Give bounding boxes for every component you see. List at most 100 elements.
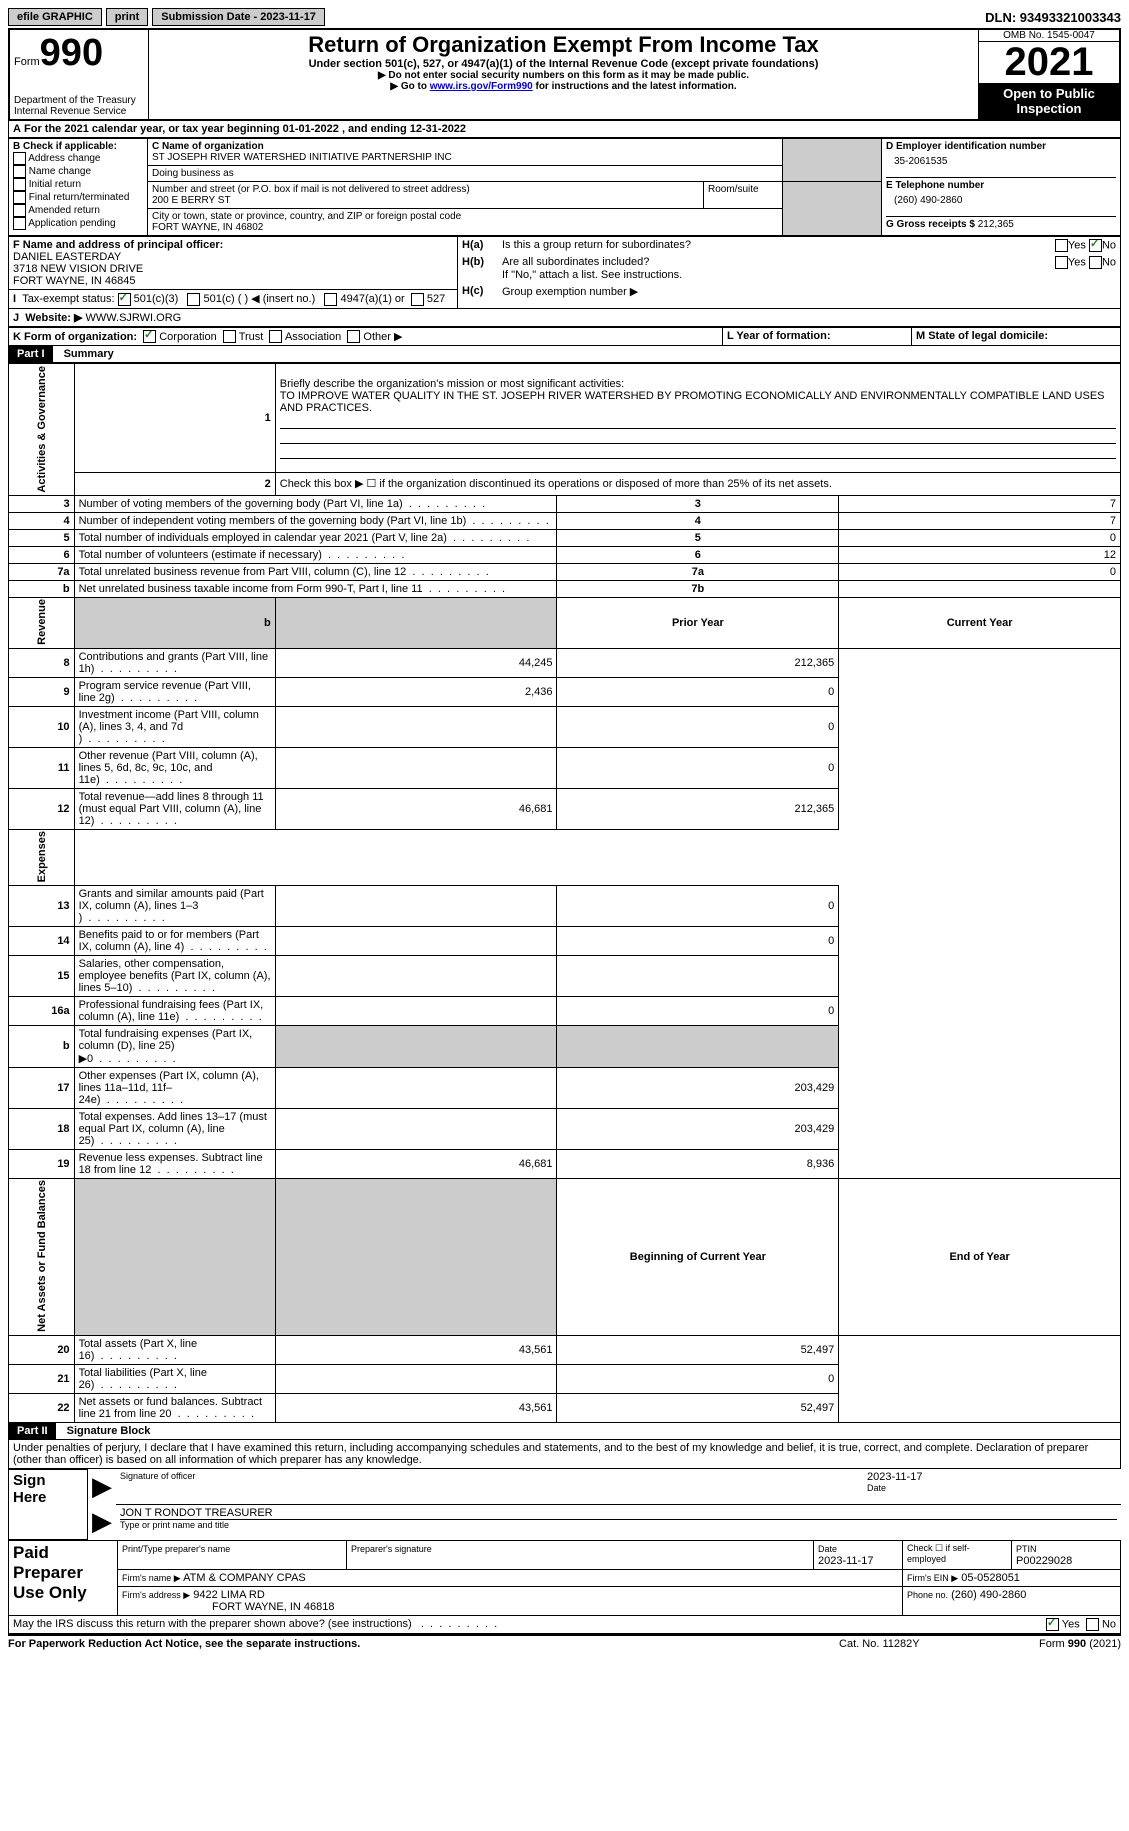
summary-row: 9Program service revenue (Part VIII, lin… [9, 677, 1121, 706]
firm-name: ATM & COMPANY CPAS [183, 1572, 306, 1584]
hb-label: Are all subordinates included? [502, 256, 1055, 269]
m-label: M State of legal domicile: [916, 330, 1048, 342]
summary-row: bNet unrelated business taxable income f… [9, 580, 1121, 597]
room-label: Room/suite [704, 182, 783, 209]
paid-preparer: Paid Preparer Use Only [9, 1540, 118, 1615]
part2-header: Part II [9, 1423, 56, 1439]
dept-label: Department of the Treasury [14, 95, 144, 106]
print-button[interactable]: print [106, 8, 148, 26]
city-label: City or town, state or province, country… [152, 211, 461, 222]
b-item: Application pending [13, 217, 143, 230]
cat-no: Cat. No. 11282Y [839, 1638, 1039, 1650]
irs-link[interactable]: www.irs.gov/Form990 [430, 81, 533, 92]
summary-row: 11Other revenue (Part VIII, column (A), … [9, 747, 1121, 788]
officer-printed: JON T RONDOT TREASURER [120, 1507, 1117, 1520]
prep-phone: (260) 490-2860 [951, 1589, 1026, 1601]
d-label: D Employer identification number [886, 141, 1046, 152]
line1-text: TO IMPROVE WATER QUALITY IN THE ST. JOSE… [280, 390, 1105, 414]
ha-yes[interactable] [1055, 239, 1068, 252]
top-bar: efile GRAPHIC print Submission Date - 20… [8, 8, 1121, 26]
j-label: Website: ▶ [25, 312, 82, 324]
section-abc: B Check if applicable: Address change Na… [8, 138, 1121, 236]
firm-addr: 9422 LIMA RD [193, 1589, 265, 1601]
phone: (260) 490-2860 [886, 191, 1116, 216]
ha-no[interactable] [1089, 239, 1102, 252]
col-current: Current Year [947, 617, 1013, 629]
summary-row: 17Other expenses (Part IX, column (A), l… [9, 1067, 1121, 1108]
hc-label: Group exemption number ▶ [502, 285, 638, 298]
summary-row: bTotal fundraising expenses (Part IX, co… [9, 1025, 1121, 1067]
section-klm: K Form of organization: Corporation Trus… [8, 327, 1121, 347]
org-name: ST JOSEPH RIVER WATERSHED INITIATIVE PAR… [152, 152, 452, 163]
ptin: P00229028 [1016, 1555, 1072, 1567]
form-number: Form990 [14, 32, 144, 75]
summary-row: 13Grants and similar amounts paid (Part … [9, 885, 1121, 926]
col-end: End of Year [949, 1251, 1009, 1263]
discuss-no[interactable] [1086, 1618, 1099, 1631]
form-title: Return of Organization Exempt From Incom… [153, 32, 974, 58]
check-self: Check ☐ if self-employed [903, 1540, 1012, 1569]
b-item: Address change [13, 152, 143, 165]
summary-row: 20Total assets (Part X, line 16)43,56152… [9, 1335, 1121, 1364]
prep-sig-label: Preparer's signature [351, 1544, 432, 1554]
discuss-yes[interactable] [1046, 1618, 1059, 1631]
hb-no[interactable] [1089, 256, 1102, 269]
summary-row: 8Contributions and grants (Part VIII, li… [9, 648, 1121, 677]
open-inspection: Open to Public Inspection [979, 84, 1121, 120]
summary-row: 4Number of independent voting members of… [9, 512, 1121, 529]
b-item: Initial return [13, 178, 143, 191]
firm-city: FORT WAYNE, IN 46818 [122, 1601, 334, 1613]
summary-row: 18Total expenses. Add lines 13–17 (must … [9, 1108, 1121, 1149]
summary-row: 6Total number of volunteers (estimate if… [9, 546, 1121, 563]
officer-name: DANIEL EASTERDAY [13, 251, 121, 263]
summary-row: 15Salaries, other compensation, employee… [9, 955, 1121, 996]
irs-label: Internal Revenue Service [14, 106, 144, 117]
city: FORT WAYNE, IN 46802 [152, 222, 263, 233]
side-expenses: Expenses [9, 829, 75, 885]
summary-row: 21Total liabilities (Part X, line 26)0 [9, 1364, 1121, 1393]
form-subtitle: Under section 501(c), 527, or 4947(a)(1)… [153, 58, 974, 70]
summary-row: 5Total number of individuals employed in… [9, 529, 1121, 546]
summary-row: 22Net assets or fund balances. Subtract … [9, 1393, 1121, 1422]
side-activities: Activities & Governance [9, 364, 75, 496]
b-item: Name change [13, 165, 143, 178]
type-name-label: Type or print name and title [120, 1520, 1117, 1530]
pra-notice: For Paperwork Reduction Act Notice, see … [8, 1638, 839, 1650]
website: WWW.SJRWI.ORG [85, 312, 181, 324]
summary-row: 12Total revenue—add lines 8 through 11 (… [9, 788, 1121, 829]
form-note1: ▶ Do not enter social security numbers o… [153, 70, 974, 81]
k-trust-cb[interactable] [223, 330, 236, 343]
b-item: Amended return [13, 204, 143, 217]
side-revenue: Revenue [9, 597, 75, 648]
officer-addr2: FORT WAYNE, IN 46845 [13, 275, 135, 287]
summary-row: 7aTotal unrelated business revenue from … [9, 563, 1121, 580]
part2-subtitle: Signature Block [59, 1425, 151, 1437]
addr-label: Number and street (or P.O. box if mail i… [152, 184, 470, 195]
i-4947-cb[interactable] [324, 293, 337, 306]
ha-label: Is this a group return for subordinates? [502, 239, 1055, 252]
summary-row: 10Investment income (Part VIII, column (… [9, 706, 1121, 747]
k-assoc-cb[interactable] [269, 330, 282, 343]
line1-label: Briefly describe the organization's miss… [280, 378, 624, 390]
summary-row: 16aProfessional fundraising fees (Part I… [9, 996, 1121, 1025]
summary-row: 14Benefits paid to or for members (Part … [9, 926, 1121, 955]
hb-yes[interactable] [1055, 256, 1068, 269]
officer-addr1: 3718 NEW VISION DRIVE [13, 263, 143, 275]
submission-date: Submission Date - 2023-11-17 [152, 8, 325, 26]
ein: 35-2061535 [886, 152, 1116, 177]
period-line: A For the 2021 calendar year, or tax yea… [8, 121, 1121, 138]
col-prior: Prior Year [672, 617, 724, 629]
tax-year: 2021 [979, 42, 1119, 82]
i-527-cb[interactable] [411, 293, 424, 306]
dln: DLN: 93493321003343 [985, 10, 1121, 25]
section-fhi: F Name and address of principal officer:… [8, 236, 1121, 327]
i-501c-cb[interactable] [187, 293, 200, 306]
k-corp-cb[interactable] [143, 330, 156, 343]
gross-receipts: 212,365 [978, 219, 1014, 230]
firm-ein: 05-0528051 [961, 1572, 1020, 1584]
i-501c3-cb[interactable] [118, 293, 131, 306]
sig-date: 2023-11-17 [867, 1471, 1117, 1483]
addr: 200 E BERRY ST [152, 195, 231, 206]
k-other-cb[interactable] [347, 330, 360, 343]
summary-row: 19Revenue less expenses. Subtract line 1… [9, 1149, 1121, 1178]
